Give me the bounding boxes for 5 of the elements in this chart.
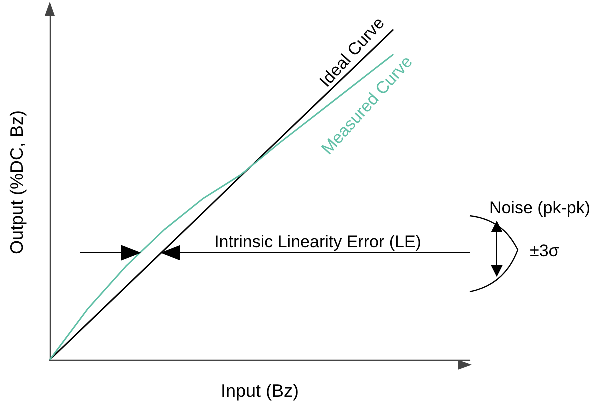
annotation: Intrinsic Linearity Error (LE) [214,232,422,252]
y-axis-title: Output (%DC, Bz) [7,110,27,255]
x-axis-title: Input (Bz) [220,381,300,401]
text: Noise (pk-pk) [489,198,591,218]
text: ±3σ [530,242,560,260]
